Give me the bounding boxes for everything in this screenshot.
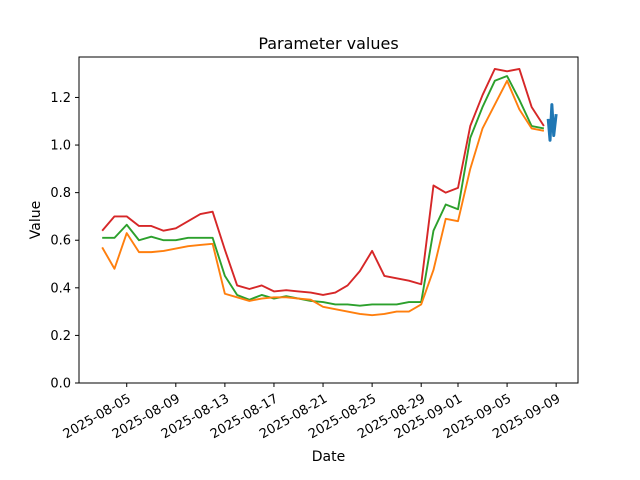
y-tick-label: 1.0	[50, 139, 71, 154]
series-orange-line	[101, 79, 545, 317]
series-blue-line	[546, 103, 558, 142]
y-tick-label: 0.2	[50, 329, 71, 344]
series-red-line	[101, 67, 545, 296]
y-axis-label: Value	[28, 200, 44, 240]
y-tick-label: 0.8	[50, 186, 71, 201]
x-axis-label: Date	[311, 449, 346, 465]
axes-spines	[78, 56, 579, 384]
y-tick-label: 0.0	[50, 377, 71, 392]
y-tick-label: 0.4	[50, 281, 71, 296]
series-green-line	[102, 75, 545, 307]
y-tick-label: 1.2	[50, 91, 71, 106]
y-tick-label: 0.6	[50, 234, 71, 249]
chart-title: Parameter values	[258, 34, 399, 53]
